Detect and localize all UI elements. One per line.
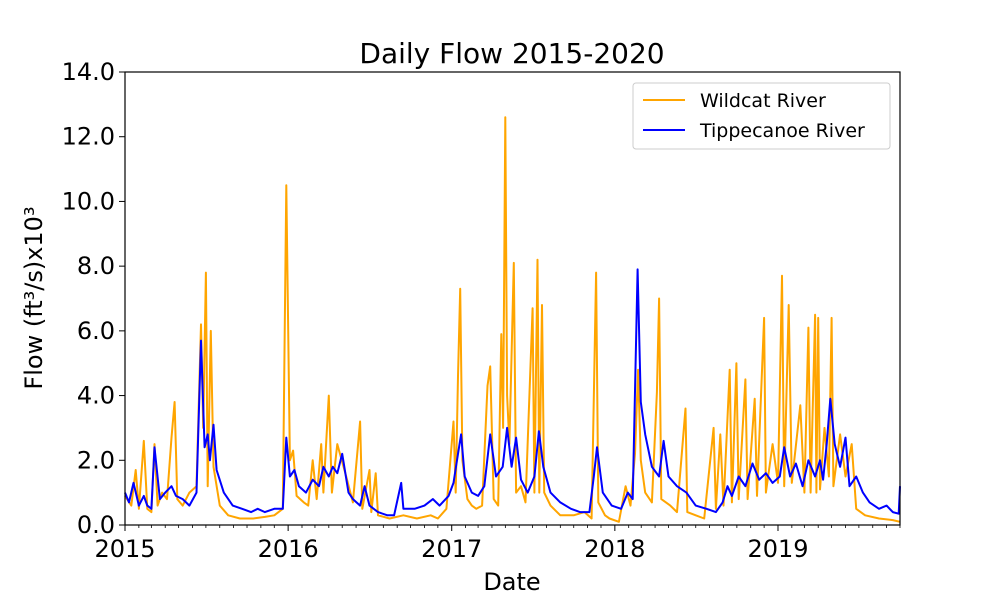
legend-label: Tippecanoe River (699, 120, 865, 142)
y-tick-label: 12.0 (62, 123, 115, 151)
x-tick-label: 2016 (258, 535, 319, 563)
series-line-tippecanoe (124, 268, 901, 517)
y-tick-label: 0.0 (77, 511, 115, 539)
legend-label: Wildcat River (700, 90, 826, 112)
plot-frame (124, 71, 901, 526)
x-axis-title: Date (483, 568, 540, 596)
y-tick-label: 10.0 (62, 187, 115, 215)
x-tick-label: 2015 (94, 535, 155, 563)
y-tick-label: 6.0 (77, 317, 115, 345)
x-tick-label: 2019 (747, 535, 808, 563)
chart-title: Daily Flow 2015-2020 (359, 37, 664, 70)
legend: Wildcat River Tippecanoe River (632, 82, 891, 150)
plot-area (124, 116, 901, 523)
x-tick-label: 2017 (421, 535, 482, 563)
y-tick-label: 2.0 (77, 446, 115, 474)
series-line-wildcat (124, 116, 901, 523)
y-axis: 0.0 2.0 4.0 6.0 8.0 10.0 12.0 14.0 (62, 58, 125, 539)
y-axis-title: Flow (ft³/s)x10³ (20, 206, 48, 389)
y-tick-label: 8.0 (77, 252, 115, 280)
x-tick-label: 2018 (584, 535, 645, 563)
legend-box (632, 82, 891, 150)
x-axis: 2015 2016 2017 2018 2019 (94, 525, 901, 563)
y-tick-label: 4.0 (77, 382, 115, 410)
y-tick-label: 14.0 (62, 58, 115, 86)
